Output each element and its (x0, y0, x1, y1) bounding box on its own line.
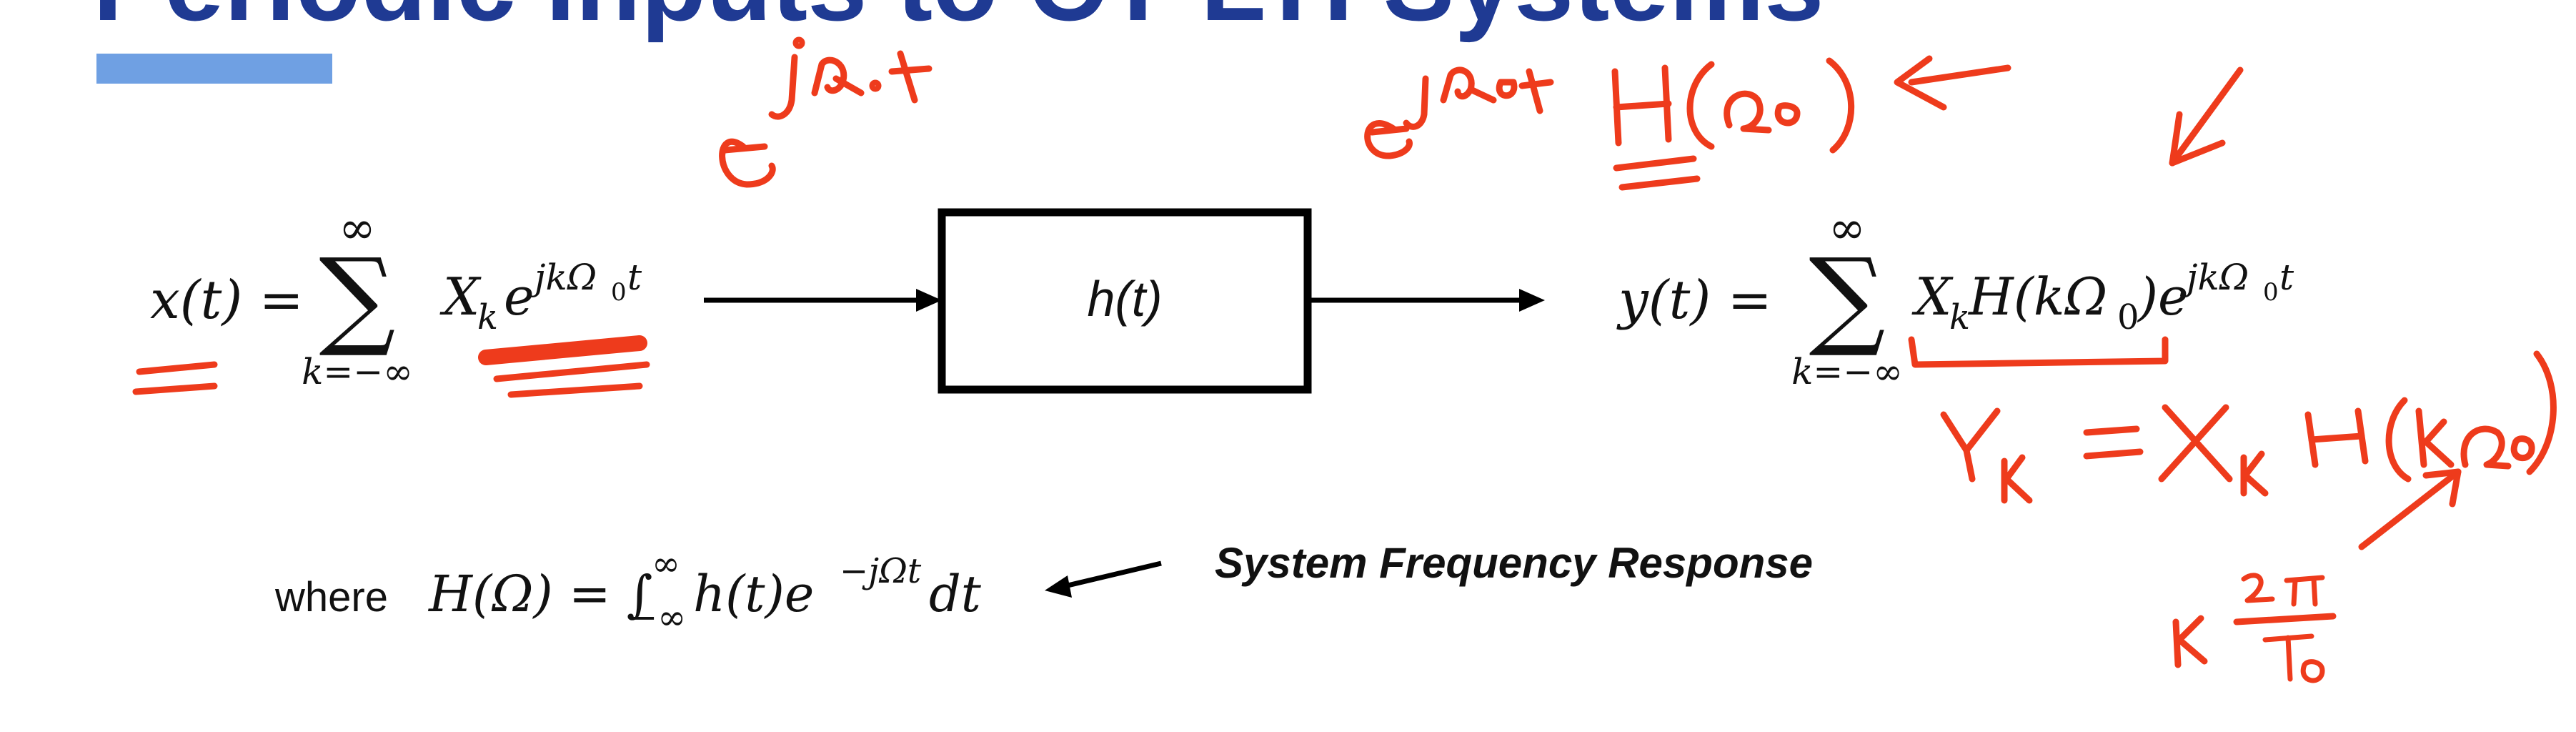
input-underline-ink (132, 335, 650, 398)
system-block-label: h(t) (1088, 271, 1163, 327)
output-sum-lower-limit: k=−∞ (1791, 351, 1903, 392)
note-k-ink (2172, 468, 2462, 683)
output-exponent-t: t (2279, 257, 2294, 298)
output-exponent: jkΩ (2179, 257, 2249, 298)
output-bracket-ink (1908, 336, 2169, 368)
output-coefficient-subscript: k (1949, 297, 1970, 337)
frequency-response-definition: where H(Ω) = ∫ ∞ −∞ h(t)e −jΩt dt System… (274, 539, 1813, 638)
output-lhs: y(t) = (1616, 269, 1772, 331)
caption-arrow-shaft (1064, 560, 1162, 589)
input-coefficient-subscript: k (477, 297, 498, 337)
output-arrow-head (1519, 289, 1545, 312)
input-lhs: x(t) = (150, 269, 304, 331)
caption-arrow-head (1045, 575, 1072, 598)
system-frequency-response-caption: System Frequency Response (1215, 539, 1813, 587)
input-sum-lower-limit: k=−∞ (302, 351, 413, 392)
output-sum-symbol: ∑ (1809, 236, 1885, 360)
input-equation: x(t) = ∞ ∑ k=−∞ X k e jkΩ 0 t (150, 202, 642, 392)
note-exp-ink (719, 36, 933, 188)
output-transfer-subscript: 0 (2117, 297, 2139, 337)
frequency-response-lhs: H(Ω) = ∫ (427, 565, 652, 623)
integrand-exponent: −jΩt (840, 551, 922, 591)
integral-differential: dt (929, 565, 982, 623)
title-underline-bar (96, 54, 332, 84)
where-label: where (274, 574, 388, 620)
input-sum-symbol: ∑ (319, 236, 395, 360)
note-yk-ink (1940, 350, 2557, 504)
output-exponential-base: e (2158, 267, 2189, 327)
input-exponential-base: e (504, 267, 534, 327)
output-transfer-function: H(kΩ (1967, 267, 2107, 327)
input-arrow-head (916, 289, 942, 312)
integrand: h(t)e (693, 565, 814, 623)
input-coefficient: X (439, 267, 482, 327)
red-arrow-ink (2169, 66, 2244, 167)
output-equation: y(t) = ∞ ∑ k=−∞ X k H(kΩ 0 ) e jkΩ 0 t (1616, 202, 2294, 392)
output-coefficient: X (1911, 267, 1954, 327)
input-exponent-t: t (627, 257, 642, 298)
output-exponent-subscript: 0 (2263, 278, 2279, 307)
handwritten-annotations (132, 36, 2557, 683)
integral-upper-limit: ∞ (652, 544, 680, 584)
integral-lower-limit: −∞ (629, 598, 686, 638)
note-output-ink (1364, 55, 2011, 191)
input-exponent-subscript: 0 (611, 278, 627, 307)
output-sum-upper-limit: ∞ (1829, 202, 1866, 254)
input-exponent: jkΩ (527, 257, 597, 298)
slide-title: Periodic Inputs to CT LTI Systems (93, 0, 1824, 43)
block-diagram: h(t) (704, 208, 1545, 394)
input-sum-upper-limit: ∞ (339, 202, 376, 254)
output-transfer-close: ) (2137, 267, 2158, 327)
